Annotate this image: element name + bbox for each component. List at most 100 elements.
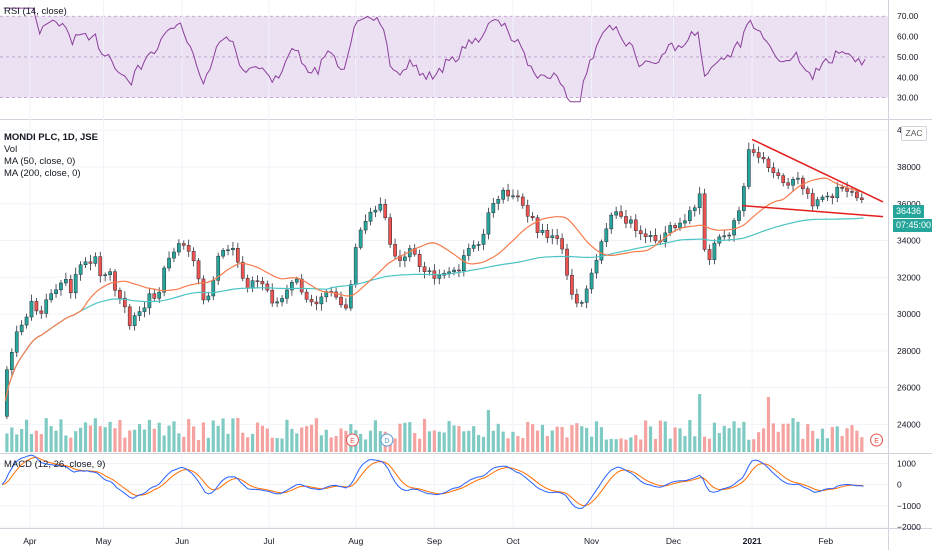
volume-bar	[673, 427, 677, 452]
volume-bar	[88, 425, 93, 452]
volume-bar	[427, 431, 432, 452]
volume-bar	[747, 439, 751, 452]
volume-bar	[496, 423, 500, 452]
candle-body	[167, 257, 171, 269]
volume-bar	[472, 426, 476, 452]
candle-body	[511, 195, 515, 198]
volume-bar	[648, 426, 653, 452]
macd-legend: MACD (12, 26, close, 9)	[4, 459, 106, 470]
candle-body	[231, 248, 235, 251]
candle-body	[285, 289, 289, 299]
candle-body	[275, 301, 279, 304]
candle-body	[589, 272, 594, 290]
candle-body	[648, 235, 653, 237]
candle-body	[609, 214, 614, 230]
volume-bar	[653, 438, 658, 452]
candle-body	[737, 210, 741, 221]
volume-legend: Vol	[4, 144, 18, 155]
candle-body	[211, 280, 216, 297]
volume-bar	[147, 419, 151, 452]
volume-bar	[820, 428, 825, 452]
candle-body	[830, 195, 835, 198]
candle-body	[39, 310, 44, 314]
volume-bar	[226, 433, 230, 452]
volume-bar	[476, 435, 481, 452]
volume-bar	[221, 418, 225, 452]
volume-bars	[5, 394, 864, 452]
candle-body	[196, 260, 201, 280]
candle-body	[260, 280, 265, 285]
candle-body	[240, 261, 245, 279]
volume-bar	[373, 420, 378, 452]
candle-body	[9, 352, 14, 370]
candle-body	[24, 316, 29, 326]
time-tick-label: Nov	[584, 536, 600, 546]
candle-body	[742, 186, 746, 212]
candle-body	[855, 191, 859, 199]
time-tick-label: Apr	[23, 536, 36, 546]
volume-bar	[137, 424, 142, 452]
volume-bar	[319, 435, 323, 452]
currency-label[interactable]: ZAC	[901, 126, 927, 141]
candle-body	[250, 280, 255, 289]
candle-body	[840, 186, 845, 189]
volume-bar	[634, 435, 638, 452]
candle-body	[14, 331, 19, 353]
volume-bar	[152, 428, 156, 452]
candle-body	[535, 217, 540, 233]
price-tick-label: 34000	[897, 236, 921, 246]
volume-bar	[629, 437, 633, 452]
time-tick-label: Sep	[427, 536, 442, 546]
volume-bar	[324, 429, 328, 452]
volume-bar	[771, 423, 775, 452]
candle-body	[339, 296, 343, 306]
candle-body	[88, 261, 93, 264]
countdown-badge: 07:45:00	[893, 219, 932, 232]
volume-bar	[69, 437, 73, 452]
volume-bar	[54, 430, 58, 452]
candle-body	[457, 269, 461, 272]
volume-bar	[452, 425, 456, 452]
volume-bar	[599, 427, 604, 452]
volume-bar	[339, 428, 343, 452]
time-tick-label: May	[96, 536, 113, 546]
volume-bar	[290, 428, 294, 452]
volume-bar	[216, 425, 220, 452]
rsi-legend: RSI (14, close)	[4, 6, 67, 17]
volume-bar	[467, 430, 471, 452]
candle-body	[113, 271, 117, 291]
candle-body	[653, 235, 658, 242]
candle-body	[565, 248, 569, 276]
candle-body	[619, 211, 623, 217]
volume-bar	[182, 436, 186, 452]
candle-body	[791, 179, 795, 186]
candle-body	[486, 212, 491, 235]
candle-body	[673, 225, 677, 229]
volume-bar	[10, 427, 14, 452]
candle-body	[805, 188, 810, 194]
candle-body	[417, 253, 422, 267]
event-marker	[345, 433, 359, 447]
time-tick-label: Dec	[666, 536, 682, 546]
candle-body	[393, 244, 397, 257]
volume-bar	[678, 428, 682, 452]
candle-body	[599, 241, 604, 261]
candle-body	[422, 266, 427, 272]
volume-bar	[133, 429, 137, 452]
volume-bar	[722, 425, 726, 452]
candle-body	[344, 304, 348, 309]
volume-bar	[162, 435, 166, 452]
candle-body	[29, 301, 34, 318]
candle-body	[118, 290, 122, 299]
symbol-title: MONDI PLC, 1D, JSE	[4, 132, 98, 143]
candle-body	[78, 264, 83, 275]
volume-bar	[309, 424, 314, 452]
volume-bar	[776, 431, 780, 452]
candle-body	[574, 294, 579, 304]
volume-bar	[835, 426, 839, 452]
candle-body	[678, 222, 682, 229]
candle-body	[314, 301, 319, 305]
ma50-line	[4, 177, 864, 402]
